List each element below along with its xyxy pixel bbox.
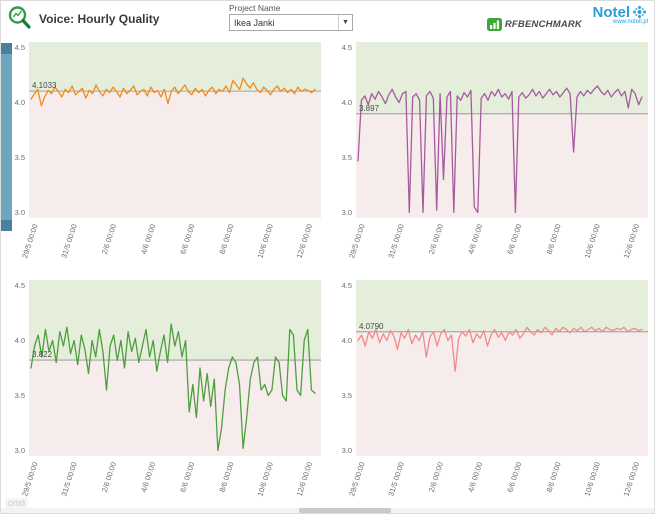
svg-text:31/5 00:00: 31/5 00:00: [59, 223, 79, 259]
svg-text:3.0: 3.0: [342, 446, 352, 455]
svg-text:3.0: 3.0: [15, 208, 25, 217]
svg-text:3.5: 3.5: [342, 391, 352, 400]
svg-text:6/6 00:00: 6/6 00:00: [178, 461, 196, 494]
svg-text:29/5 00:00: 29/5 00:00: [347, 461, 367, 497]
horizontal-scrollbar-thumb[interactable]: [299, 508, 391, 513]
svg-text:4/6 00:00: 4/6 00:00: [139, 461, 157, 494]
voice-quality-chart-orange[interactable]: 4.5 4.0 3.5 3.0 29/5 00:00 31/5 00:00 2/6 00:0…: [1, 36, 328, 274]
axis-selection-handle-top[interactable]: [1, 43, 12, 54]
svg-text:6/6 00:00: 6/6 00:00: [505, 223, 523, 256]
svg-text:10/6 00:00: 10/6 00:00: [255, 223, 275, 259]
svg-text:10/6 00:00: 10/6 00:00: [255, 461, 275, 497]
svg-text:3.822: 3.822: [32, 350, 53, 359]
svg-text:4.5: 4.5: [342, 43, 352, 52]
svg-text:31/5 00:00: 31/5 00:00: [386, 223, 406, 259]
svg-text:3.5: 3.5: [342, 153, 352, 162]
svg-text:4.5: 4.5: [15, 281, 25, 290]
svg-text:8/6 00:00: 8/6 00:00: [217, 223, 235, 256]
project-select[interactable]: Ikea Janki ▼: [229, 14, 353, 31]
svg-text:2/6 00:00: 2/6 00:00: [100, 461, 118, 494]
horizontal-scrollbar-track[interactable]: [1, 508, 654, 513]
watermark: cmd: [5, 498, 29, 508]
svg-text:2/6 00:00: 2/6 00:00: [427, 461, 445, 494]
voice-quality-chart-purple[interactable]: 4.5 4.0 3.5 3.0 29/5 00:00 31/5 00:00 2/6 00:0…: [328, 36, 655, 274]
svg-text:4.0: 4.0: [15, 336, 25, 345]
svg-text:3.0: 3.0: [15, 446, 25, 455]
notel-logo: Notel www.notell.pl: [593, 5, 649, 25]
svg-text:29/5 00:00: 29/5 00:00: [347, 223, 367, 259]
svg-text:6/6 00:00: 6/6 00:00: [178, 223, 196, 256]
svg-text:4.5: 4.5: [15, 43, 25, 52]
svg-text:10/6 00:00: 10/6 00:00: [582, 223, 602, 259]
voice-quality-chart-pink[interactable]: 4.5 4.0 3.5 3.0 29/5 00:00 31/5 00:00 2/6 00:0…: [328, 274, 655, 512]
svg-text:31/5 00:00: 31/5 00:00: [59, 461, 79, 497]
svg-text:4.0: 4.0: [342, 98, 352, 107]
axis-selection-handle-bottom[interactable]: [1, 220, 12, 231]
svg-text:4.0: 4.0: [15, 98, 25, 107]
svg-text:2/6 00:00: 2/6 00:00: [100, 223, 118, 256]
svg-text:12/6 00:00: 12/6 00:00: [295, 461, 315, 497]
svg-text:4/6 00:00: 4/6 00:00: [139, 223, 157, 256]
quality-magnifier-icon: [8, 6, 31, 29]
rfbenchmark-label: RFBENCHMARK: [504, 19, 582, 30]
svg-text:6/6 00:00: 6/6 00:00: [505, 461, 523, 494]
svg-text:4/6 00:00: 4/6 00:00: [466, 223, 484, 256]
voice-quality-chart-green[interactable]: 4.5 4.0 3.5 3.0 29/5 00:00 31/5 00:00 2/6 00:0…: [1, 274, 328, 512]
svg-text:4.1033: 4.1033: [32, 81, 57, 90]
svg-text:29/5 00:00: 29/5 00:00: [20, 223, 40, 259]
svg-text:8/6 00:00: 8/6 00:00: [544, 461, 562, 494]
svg-text:12/6 00:00: 12/6 00:00: [622, 461, 642, 497]
notel-label: Notel: [592, 4, 631, 21]
chart-panel-top-right: 4.5 4.0 3.5 3.0 29/5 00:00 31/5 00:00 2/6 00:0…: [328, 36, 655, 274]
chart-panel-bottom-right: 4.5 4.0 3.5 3.0 29/5 00:00 31/5 00:00 2/6 00:0…: [328, 274, 655, 512]
svg-text:29/5 00:00: 29/5 00:00: [20, 461, 40, 497]
rfbenchmark-bars-icon: [486, 18, 502, 31]
chart-panel-bottom-left: 4.5 4.0 3.5 3.0 29/5 00:00 31/5 00:00 2/6 00:0…: [1, 274, 328, 512]
svg-text:3.5: 3.5: [15, 391, 25, 400]
chevron-down-icon[interactable]: ▼: [338, 15, 352, 30]
svg-text:31/5 00:00: 31/5 00:00: [386, 461, 406, 497]
notel-url: www.notell.pl: [612, 19, 648, 25]
svg-text:8/6 00:00: 8/6 00:00: [544, 223, 562, 256]
svg-text:3.897: 3.897: [359, 104, 380, 113]
header: Voice: Hourly Quality Project Name Ikea …: [1, 1, 654, 36]
svg-text:4/6 00:00: 4/6 00:00: [466, 461, 484, 494]
project-filter: Project Name Ikea Janki ▼: [229, 3, 353, 31]
svg-text:8/6 00:00: 8/6 00:00: [217, 461, 235, 494]
notel-dots-icon: [633, 6, 646, 18]
project-select-value: Ikea Janki: [234, 17, 275, 28]
charts-grid: 4.5 4.0 3.5 3.0 29/5 00:00 31/5 00:00 2/6 00:0…: [1, 36, 655, 512]
rfbenchmark-logo: RFBENCHMARK: [486, 18, 582, 31]
svg-text:4.0790: 4.0790: [359, 322, 384, 331]
svg-text:4.5: 4.5: [342, 281, 352, 290]
svg-text:10/6 00:00: 10/6 00:00: [582, 461, 602, 497]
page-title: Voice: Hourly Quality: [39, 12, 160, 26]
svg-text:4.0: 4.0: [342, 336, 352, 345]
svg-text:12/6 00:00: 12/6 00:00: [622, 223, 642, 259]
svg-text:2/6 00:00: 2/6 00:00: [427, 223, 445, 256]
svg-text:12/6 00:00: 12/6 00:00: [295, 223, 315, 259]
chart-panel-top-left: 4.5 4.0 3.5 3.0 29/5 00:00 31/5 00:00 2/6 00:0…: [1, 36, 328, 274]
svg-text:3.0: 3.0: [342, 208, 352, 217]
axis-selection-bar[interactable]: [1, 43, 12, 231]
project-name-label: Project Name: [229, 3, 281, 13]
svg-text:3.5: 3.5: [15, 153, 25, 162]
